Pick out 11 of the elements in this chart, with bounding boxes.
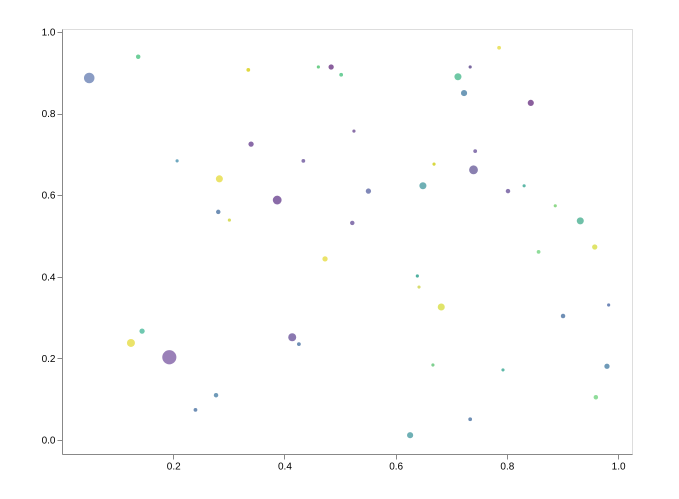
y-tick-label: 1.0	[42, 27, 56, 38]
x-tick-label: 0.4	[278, 462, 292, 472]
y-tick-label: 0.8	[42, 109, 56, 120]
y-tick-label: 0.4	[42, 272, 56, 284]
y-tick-label: 0.0	[42, 436, 56, 447]
x-tick-label: 0.2	[166, 462, 182, 472]
y-tick-label: 0.6	[42, 190, 56, 202]
x-tick-label: 0.8	[500, 462, 515, 472]
x-tick-label: 0.6	[389, 462, 404, 472]
y-tick-label: 0.2	[42, 354, 56, 365]
x-tick-label: 1.0	[612, 462, 626, 472]
